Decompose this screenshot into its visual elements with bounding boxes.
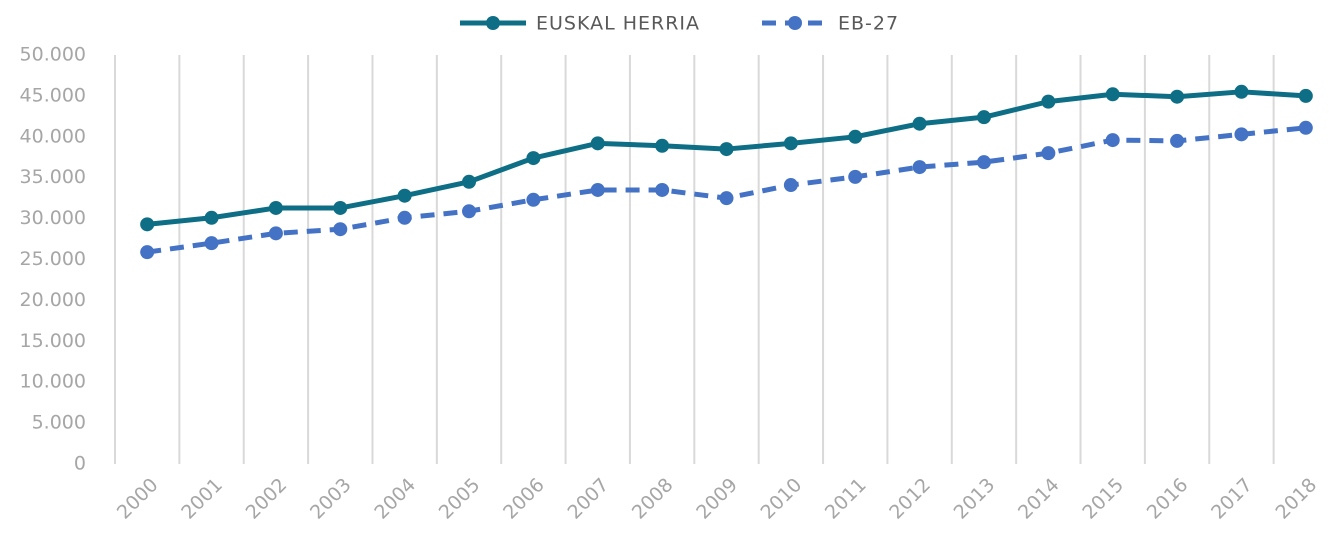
series-marker	[140, 217, 155, 232]
y-tick-label: 50.000	[20, 44, 86, 66]
series-marker	[333, 222, 348, 237]
x-tick-label: 2010	[757, 474, 807, 524]
series-marker	[1170, 133, 1185, 148]
series-marker	[1234, 127, 1249, 142]
series-marker	[655, 182, 670, 197]
x-tick-label: 2000	[113, 474, 163, 524]
series-marker	[590, 136, 605, 151]
x-tick-label: 2016	[1143, 474, 1193, 524]
series-marker	[1041, 146, 1056, 161]
x-tick-label: 2013	[950, 474, 1000, 524]
series-marker	[1170, 89, 1185, 104]
series-marker	[783, 178, 798, 193]
y-tick-label: 10.000	[20, 371, 86, 393]
x-tick-label: 2015	[1078, 474, 1128, 524]
y-tick-label: 0	[74, 453, 86, 475]
series-marker	[268, 200, 283, 215]
series-marker	[204, 236, 219, 251]
series-marker	[1234, 84, 1249, 99]
series-marker	[848, 129, 863, 144]
x-tick-label: 2003	[306, 474, 356, 524]
y-tick-label: 5.000	[32, 412, 86, 434]
series-marker	[912, 116, 927, 131]
x-tick-label: 2018	[1271, 474, 1321, 524]
series-marker	[783, 136, 798, 151]
y-tick-label: 45.000	[20, 84, 86, 106]
series-marker	[204, 210, 219, 225]
series-marker	[526, 192, 541, 207]
series-marker	[397, 188, 412, 203]
legend-marker	[486, 16, 500, 30]
x-tick-label: 2005	[435, 474, 485, 524]
x-tick-label: 2011	[821, 474, 871, 524]
y-tick-label: 15.000	[20, 330, 86, 352]
series-marker	[1298, 88, 1313, 103]
x-tick-label: 2012	[885, 474, 935, 524]
series-marker	[655, 138, 670, 153]
series-marker	[333, 200, 348, 215]
series-marker	[719, 142, 734, 157]
series-marker	[719, 191, 734, 206]
series-marker	[590, 182, 605, 197]
y-tick-label: 25.000	[20, 248, 86, 270]
series-marker	[1298, 120, 1313, 135]
x-tick-label: 2002	[242, 474, 292, 524]
series-marker	[976, 155, 991, 170]
series-marker	[140, 245, 155, 260]
series-marker	[268, 226, 283, 241]
series-marker	[912, 160, 927, 175]
series-marker	[976, 110, 991, 125]
x-tick-label: 2007	[563, 474, 613, 524]
series-marker	[1041, 94, 1056, 109]
x-tick-label: 2006	[499, 474, 549, 524]
x-tick-label: 2001	[177, 474, 227, 524]
legend-label: EUSKAL HERRIA	[536, 13, 700, 35]
series-marker	[1105, 133, 1120, 148]
legend-label: EB-27	[838, 13, 899, 35]
y-tick-label: 40.000	[20, 125, 86, 147]
series-marker	[1105, 87, 1120, 102]
y-tick-label: 30.000	[20, 207, 86, 229]
y-tick-label: 20.000	[20, 289, 86, 311]
x-tick-label: 2017	[1207, 474, 1257, 524]
series-marker	[462, 204, 477, 219]
y-tick-label: 35.000	[20, 166, 86, 188]
legend-marker	[788, 16, 802, 30]
series-marker	[397, 210, 412, 225]
x-tick-label: 2014	[1014, 474, 1064, 524]
series-marker	[526, 151, 541, 166]
x-tick-label: 2004	[370, 474, 420, 524]
series-marker	[848, 169, 863, 184]
x-tick-label: 2009	[692, 474, 742, 524]
x-tick-label: 2008	[628, 474, 678, 524]
series-marker	[462, 174, 477, 189]
